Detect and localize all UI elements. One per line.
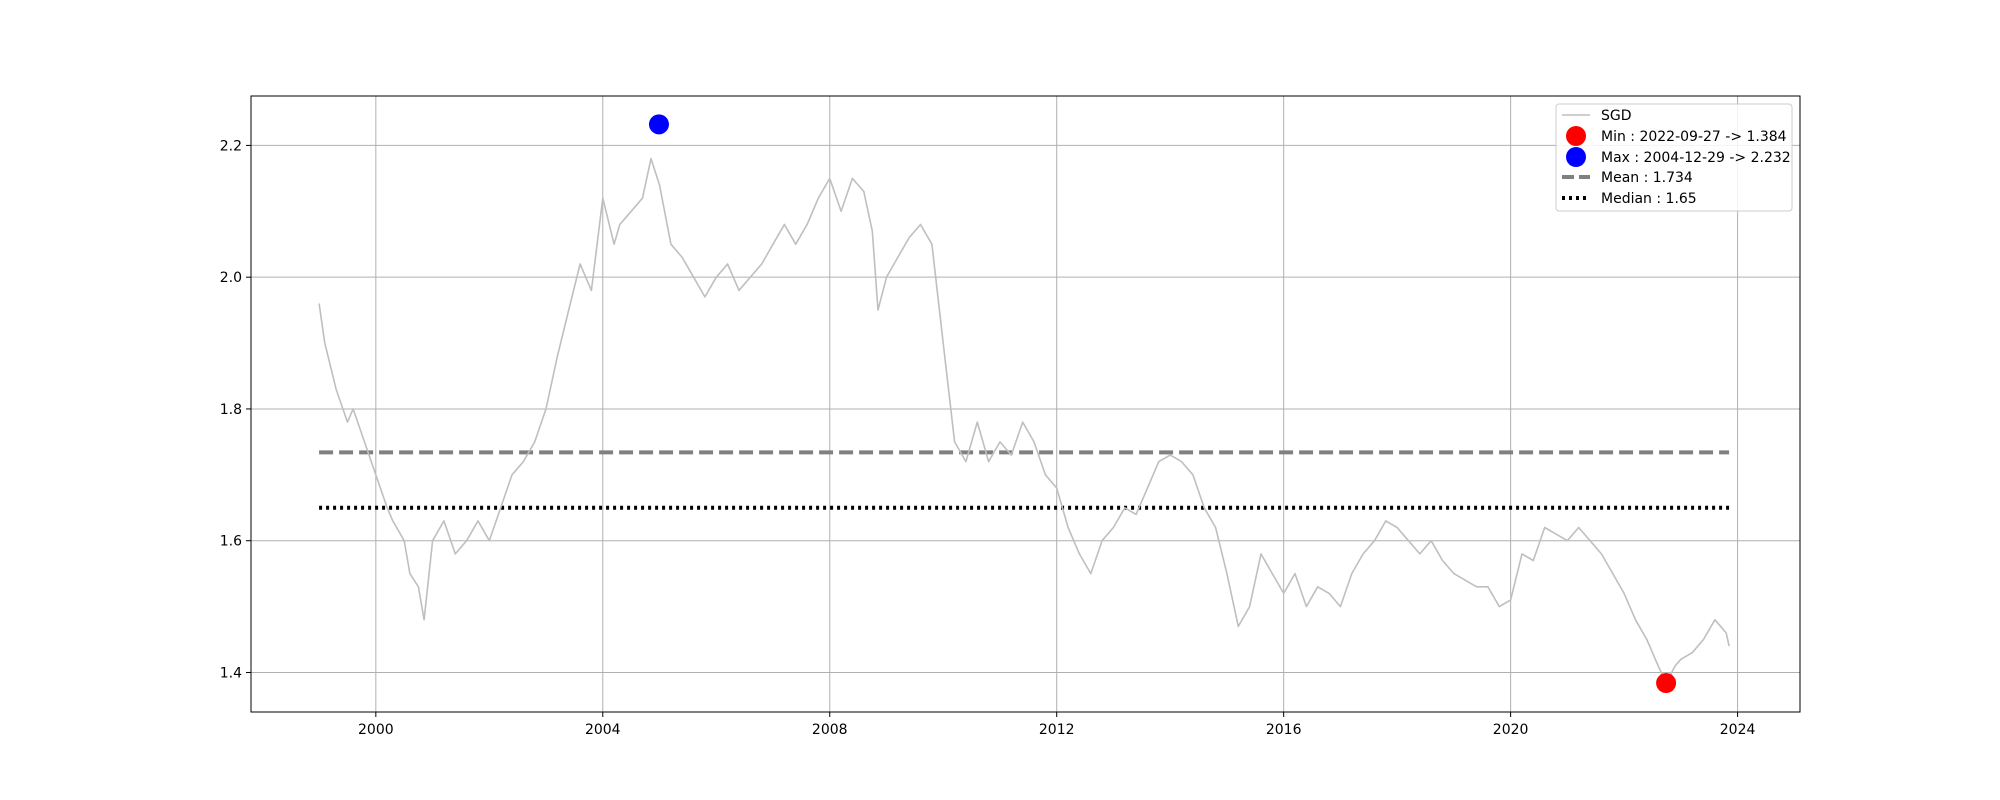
x-tick-label: 2016: [1266, 722, 1302, 738]
legend-box: [1555, 103, 1793, 212]
markers: [648, 114, 1677, 694]
legend-swatch-min: [1566, 126, 1586, 146]
legend-label-max: Max : 2004-12-29 -> 2.232: [1601, 150, 1791, 166]
y-axis: 1.4 1.6 1.8 2.0 2.2: [220, 138, 251, 681]
x-tick-label: 2004: [585, 722, 621, 738]
x-tick-label: 2000: [358, 722, 394, 738]
y-tick-label: 1.6: [220, 534, 242, 550]
y-tick-label: 1.4: [220, 665, 242, 681]
grid: [251, 96, 1800, 712]
y-tick-label: 2.2: [220, 138, 242, 154]
legend-label-median: Median : 1.65: [1601, 191, 1697, 207]
legend: SGD Min : 2022-09-27 -> 1.384 Max : 2004…: [1555, 103, 1793, 212]
series-layer: [318, 157, 1730, 684]
legend-swatch-max: [1566, 147, 1586, 167]
x-tick-label: 2024: [1720, 722, 1756, 738]
reference-lines: [319, 450, 1730, 510]
y-tick-label: 2.0: [220, 270, 242, 286]
x-tick-label: 2020: [1493, 722, 1529, 738]
series-line-sgd: [318, 157, 1730, 684]
legend-label-mean: Mean : 1.734: [1601, 170, 1693, 186]
plot-frame: [250, 95, 1801, 713]
min-point-marker: [1656, 673, 1677, 694]
legend-label-sgd: SGD: [1601, 108, 1632, 124]
legend-label-min: Min : 2022-09-27 -> 1.384: [1601, 129, 1787, 145]
y-tick-label: 1.8: [220, 402, 242, 418]
x-tick-label: 2008: [812, 722, 848, 738]
x-tick-label: 2012: [1039, 722, 1075, 738]
max-point-marker: [648, 114, 669, 135]
x-axis: 2000 2004 2008 2012 2016 2020 2024: [358, 712, 1755, 738]
